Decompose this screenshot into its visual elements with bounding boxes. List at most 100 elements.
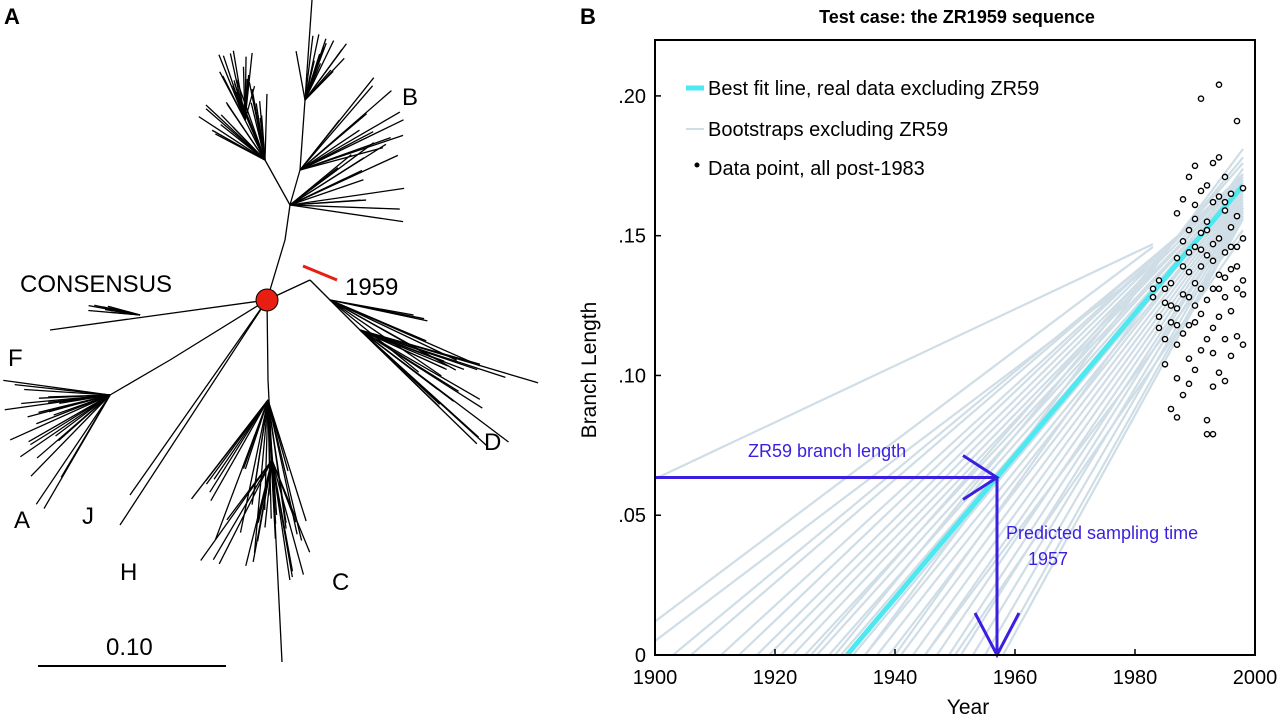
tree-branch-clade-b	[211, 129, 266, 161]
y-tick-label: .15	[618, 226, 646, 248]
tree-branch-clade-b	[232, 85, 246, 121]
y-axis-label: Branch Length	[578, 302, 601, 439]
data-point	[1233, 212, 1241, 220]
data-point	[1203, 218, 1211, 226]
tree-branch-clade-j	[30, 394, 111, 446]
tree-branch-clade-d	[309, 279, 361, 331]
data-point	[1221, 274, 1229, 281]
tree-branch-clade-a	[169, 299, 268, 361]
tree-branch-clade-b	[299, 136, 391, 171]
data-point	[1227, 190, 1235, 198]
data-point	[1221, 173, 1229, 181]
tree-branch-clade-d	[329, 299, 429, 356]
data-point	[1233, 263, 1241, 270]
bootstrap-line	[912, 198, 1244, 655]
data-point	[1239, 291, 1247, 298]
tree-branch-clade-c	[239, 399, 269, 533]
data-point	[1185, 268, 1193, 276]
tree-branch-clade-c	[212, 459, 273, 561]
tree-branch-clade-b	[222, 75, 246, 121]
tree-branch-clade-j	[60, 394, 111, 478]
y-tick-label: 0	[635, 645, 646, 667]
y-axis: 0 .05 .10 .15 .20	[618, 86, 661, 667]
data-point	[1155, 324, 1163, 332]
x-tick-label: 1960	[993, 667, 1038, 689]
tree-branch-clade-b	[299, 85, 374, 171]
data-points	[1149, 81, 1247, 438]
tree-branch-clade-j	[58, 394, 111, 442]
data-point	[1185, 226, 1193, 234]
data-point	[1185, 249, 1193, 256]
data-point	[1173, 374, 1181, 382]
data-point	[1203, 335, 1211, 343]
data-point	[1179, 196, 1187, 203]
tree-branch-clade-b	[198, 116, 266, 161]
data-point	[1209, 198, 1217, 206]
data-point	[1179, 391, 1187, 399]
tree-branch-clade-c	[190, 399, 269, 500]
tree-branch-clade-d	[329, 299, 458, 361]
bootstrap-line	[738, 173, 1244, 655]
data-point	[1203, 416, 1211, 424]
data-point	[1191, 302, 1199, 309]
tree-branch-clade-b	[289, 204, 400, 210]
data-point	[1167, 302, 1175, 309]
bootstrap-line	[792, 179, 1244, 655]
clade-label-j: J	[82, 503, 94, 530]
chart-title: Test case: the ZR1959 sequence	[819, 7, 1095, 27]
clade-label-a: A	[14, 507, 30, 534]
data-point	[1215, 313, 1223, 321]
tree-branch-clade-c	[264, 459, 273, 528]
tree-branch-clade-c	[242, 399, 269, 469]
data-point	[1173, 341, 1181, 349]
data-point	[1209, 285, 1217, 293]
data-point	[1173, 305, 1181, 312]
consensus-label: CONSENSUS	[20, 271, 172, 298]
data-point	[1191, 279, 1199, 287]
data-point	[1227, 243, 1235, 251]
data-point	[1233, 117, 1241, 125]
data-point	[1227, 265, 1235, 273]
data-point	[1209, 383, 1217, 390]
data-point	[1203, 251, 1211, 259]
tree-branch-clade-b	[299, 111, 401, 171]
data-point	[1227, 223, 1235, 231]
data-point	[1197, 346, 1205, 354]
data-point	[1227, 307, 1235, 315]
tree-branch-clade-b	[299, 147, 384, 171]
zr59-branch-length-label: ZR59 branch length	[748, 441, 906, 461]
predicted-sampling-year-label: 1957	[1028, 549, 1068, 569]
data-point	[1185, 321, 1193, 329]
clade-label-b: B	[402, 84, 418, 111]
tree-branch-clade-c	[271, 459, 294, 572]
panel-a-letter: A	[4, 4, 20, 29]
data-point	[1209, 257, 1217, 265]
x-axis: 1900 1920 1940 1960 1980 2000	[633, 649, 1277, 689]
data-point	[1209, 430, 1217, 438]
bootstrap-line	[924, 201, 1244, 655]
tree-branch-clade-b	[289, 178, 345, 206]
tree-branch-clade-c	[253, 399, 269, 554]
data-point	[1149, 293, 1157, 301]
tree-branch-clade-c	[209, 399, 269, 493]
tree-branch-clade-b	[304, 48, 343, 101]
data-point	[1215, 285, 1223, 293]
predicted-sampling-time-label: Predicted sampling time	[1006, 523, 1198, 543]
tree-branch-clade-a	[53, 394, 111, 416]
data-point	[1239, 277, 1247, 284]
x-tick-label: 1980	[1113, 667, 1158, 689]
data-point	[1233, 333, 1241, 340]
data-point	[1167, 405, 1175, 413]
y-tick-label: .05	[618, 505, 646, 527]
panel-b-letter: B	[580, 4, 596, 29]
panel-a: A CONSENSUS 1959 B F D A J H C 0.10	[3, 0, 539, 667]
tree-branch-clade-b	[220, 124, 266, 161]
consensus-node	[255, 288, 279, 312]
tree-branch-clade-b	[264, 93, 268, 161]
data-point	[1233, 285, 1241, 293]
data-point	[1179, 291, 1187, 298]
data-point	[1203, 226, 1211, 234]
data-point	[1179, 330, 1187, 337]
data-point	[1197, 246, 1205, 253]
